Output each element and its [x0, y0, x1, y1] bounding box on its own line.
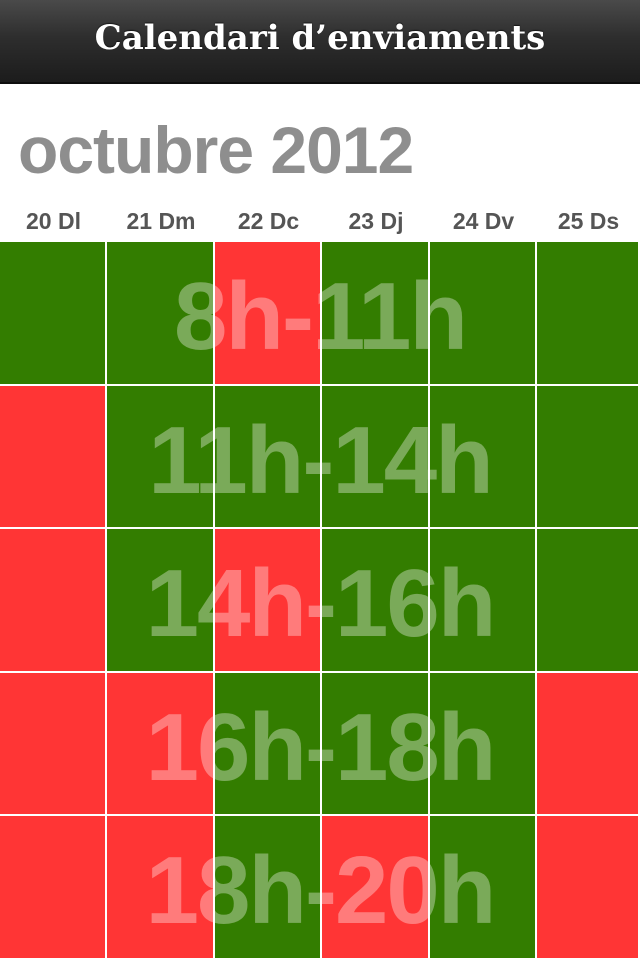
slot-cell[interactable]	[215, 385, 322, 530]
slot-cell[interactable]	[537, 385, 640, 530]
day-header: 21 Dm	[126, 208, 196, 234]
slot-cell[interactable]	[322, 529, 430, 673]
day-header: 22 Dc	[237, 208, 300, 234]
slot-cell[interactable]	[322, 242, 430, 386]
slot-cell[interactable]	[215, 242, 322, 386]
slot-cell[interactable]	[107, 529, 215, 673]
day-header: 24 Dv	[452, 208, 515, 234]
slot-cell[interactable]	[322, 816, 430, 960]
navigation-bar: Calendari d’enviaments	[0, 0, 640, 84]
slot-cell[interactable]	[107, 672, 215, 817]
slot-cell[interactable]	[215, 816, 322, 960]
slot-cell[interactable]	[537, 242, 640, 386]
slot-cell[interactable]	[215, 529, 322, 673]
slot-cell[interactable]	[537, 529, 640, 673]
slot-cell[interactable]	[0, 242, 107, 386]
month-title: octubre 2012	[18, 113, 414, 187]
page-title: Calendari d’enviaments	[94, 18, 546, 58]
slot-cell[interactable]	[430, 385, 537, 530]
slot-cell[interactable]	[107, 385, 215, 530]
slot-cell[interactable]	[0, 529, 107, 673]
day-header: 25 Ds	[557, 208, 620, 234]
slot-cell[interactable]	[322, 672, 430, 817]
slot-cell[interactable]	[430, 816, 537, 960]
day-header: 20 Dl	[26, 208, 81, 234]
day-headers: 20 Dl 21 Dm 22 Dc 23 Dj 24 Dv 25 Ds	[0, 200, 640, 242]
slot-cell[interactable]	[430, 242, 537, 386]
slot-cell[interactable]	[537, 672, 640, 817]
slot-cell[interactable]	[215, 672, 322, 817]
slot-cell[interactable]	[107, 242, 215, 386]
slot-cell[interactable]	[0, 816, 107, 960]
day-header: 23 Dj	[348, 208, 404, 234]
slot-cell[interactable]	[0, 385, 107, 530]
slot-cell[interactable]	[430, 672, 537, 817]
slot-cell[interactable]	[537, 816, 640, 960]
slot-cell[interactable]	[322, 385, 430, 530]
slot-cell[interactable]	[430, 529, 537, 673]
slot-cell[interactable]	[0, 672, 107, 817]
time-slot-grid: 8h-11h 11h-14h 14h-16h 16h-18h 18h-20h	[0, 242, 640, 960]
slot-cell[interactable]	[107, 816, 215, 960]
